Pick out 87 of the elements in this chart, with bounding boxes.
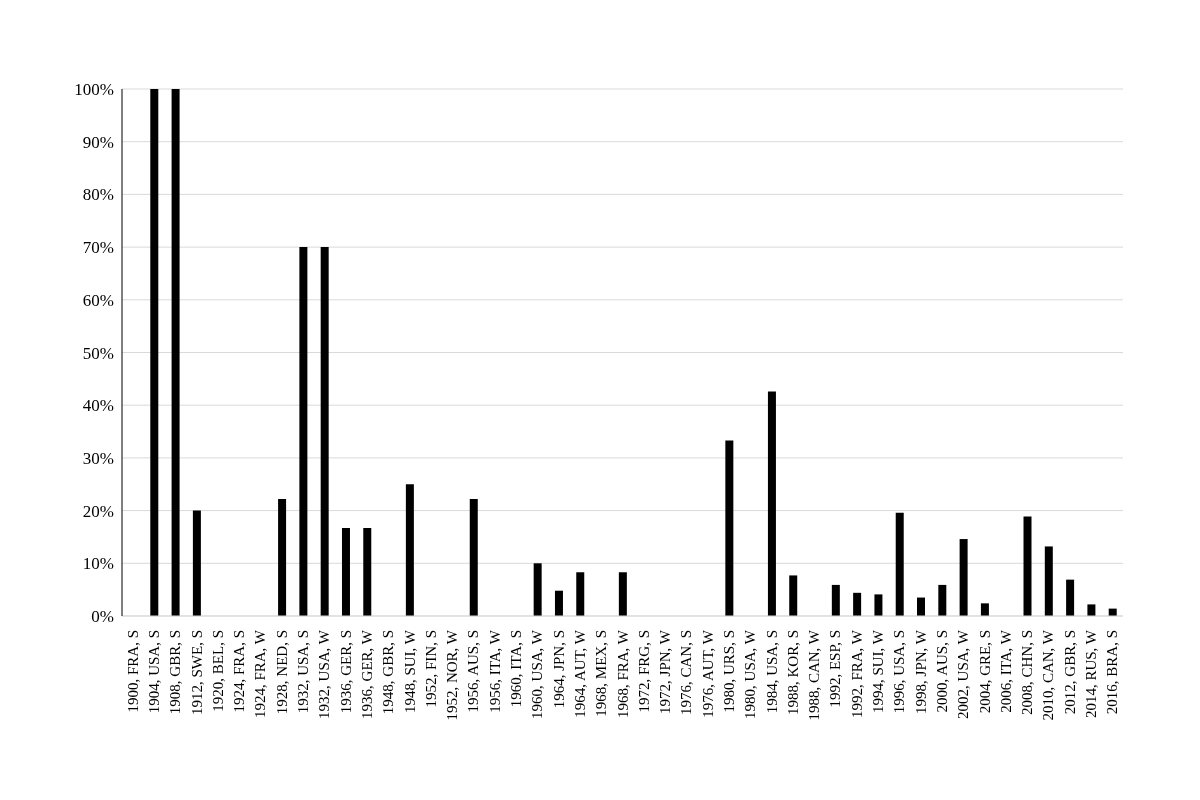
bar (150, 89, 159, 616)
x-tick-label: 2016, BRA, S (1104, 630, 1121, 715)
x-tick-label: 1924, FRA, W (252, 629, 269, 719)
x-tick-label: 1948, GBR, S (380, 630, 397, 715)
bar (980, 603, 989, 616)
x-tick-label: 1980, USA, W (742, 629, 759, 719)
x-tick-label: 2006, ITA, W (997, 629, 1014, 713)
x-tick-label: 1928, NED, S (273, 630, 290, 715)
bar (1066, 579, 1075, 616)
x-tick-label: 1968, MEX, S (593, 630, 610, 717)
x-tick-label: 1956, ITA, W (486, 629, 503, 713)
x-tick-label: 1948, SUI, W (401, 629, 418, 714)
bar (853, 592, 862, 616)
x-tick-label: 2008, CHN, S (1019, 630, 1036, 716)
x-tick-label: 1908, GBR, S (167, 630, 184, 715)
x-tick-label: 2000, AUS, S (933, 630, 950, 713)
x-tick-label: 1972, FRG, S (635, 630, 652, 713)
x-tick-label: 1996, USA, S (891, 630, 908, 714)
bar (618, 572, 627, 616)
bar (789, 575, 798, 616)
y-tick-label: 70% (82, 238, 114, 258)
bar (363, 527, 372, 616)
bar (320, 247, 329, 616)
x-tick-label: 1994, SUI, W (870, 629, 887, 714)
y-tick-label: 80% (82, 185, 114, 205)
bar (1044, 546, 1053, 616)
x-tick-label: 1912, SWE, S (188, 630, 205, 716)
x-tick-label: 1960, ITA, S (508, 630, 525, 708)
x-tick-label: 1964, AUT, W (571, 629, 588, 718)
y-tick-label: 100% (74, 80, 114, 100)
x-tick-label: 1924, FRA, S (231, 630, 248, 713)
x-tick-label: 1988, CAN, W (806, 629, 823, 721)
bar (469, 499, 478, 616)
x-tick-label: 2004, GRE, S (976, 630, 993, 714)
bar (576, 572, 585, 616)
x-tick-label: 1952, FIN, S (422, 630, 439, 708)
y-tick-label: 0% (91, 607, 114, 627)
x-tick-label: 1976, CAN, S (678, 630, 695, 716)
bar (767, 391, 776, 616)
x-tick-label: 1976, AUT, W (699, 629, 716, 718)
bar (938, 584, 947, 616)
bar (959, 539, 968, 616)
bar (895, 512, 904, 616)
x-tick-label: 1988, KOR, S (784, 630, 801, 716)
x-tick-label: 1900, FRA, S (124, 630, 141, 713)
bar (299, 247, 308, 616)
bar (831, 584, 840, 616)
x-tick-label: 2014, RUS, W (1083, 629, 1100, 719)
y-tick-label: 10% (82, 554, 114, 574)
x-tick-label: 2002, USA, W (955, 629, 972, 719)
bar (1023, 516, 1032, 616)
bar (1087, 604, 1096, 616)
x-tick-label: 1998, JPN, W (912, 629, 929, 714)
y-tick-label: 30% (82, 448, 114, 468)
x-tick-label: 1936, GER, W (358, 629, 375, 719)
y-tick-label: 20% (82, 501, 114, 521)
y-tick-label: 40% (82, 396, 114, 416)
x-tick-label: 1936, GER, S (337, 630, 354, 714)
x-tick-label: 1980, URS, S (720, 630, 737, 713)
x-tick-label: 1964, JPN, S (550, 630, 567, 709)
y-tick-label: 90% (82, 132, 114, 152)
x-tick-label: 2010, CAN, W (1040, 629, 1057, 721)
bar (917, 597, 926, 616)
bar (533, 563, 542, 616)
bar (278, 499, 287, 616)
x-tick-label: 1984, USA, S (763, 630, 780, 714)
x-tick-label: 1960, USA, W (529, 629, 546, 719)
x-tick-label: 2012, GBR, S (1061, 630, 1078, 715)
y-tick-label: 60% (82, 290, 114, 310)
x-tick-label: 1992, ESP, S (827, 630, 844, 708)
bar (725, 440, 734, 616)
x-tick-label: 1904, USA, S (145, 630, 162, 714)
y-tick-label: 50% (82, 343, 114, 363)
x-tick-label: 1972, JPN, W (657, 629, 674, 714)
bar (405, 484, 414, 616)
x-tick-label: 1992, FRA, W (848, 629, 865, 719)
bar (554, 590, 563, 616)
x-tick-label: 1920, BEL, S (209, 630, 226, 712)
bar (192, 510, 201, 616)
x-tick-label: 1932, USA, W (316, 629, 333, 719)
x-tick-label: 1952, NOR, W (444, 629, 461, 721)
x-tick-label: 1956, AUS, S (465, 630, 482, 713)
x-tick-label: 1968, FRA, W (614, 629, 631, 719)
x-tick-label: 1932, USA, S (295, 630, 312, 714)
bar (341, 527, 350, 616)
bar (874, 594, 883, 616)
bar (171, 89, 180, 616)
